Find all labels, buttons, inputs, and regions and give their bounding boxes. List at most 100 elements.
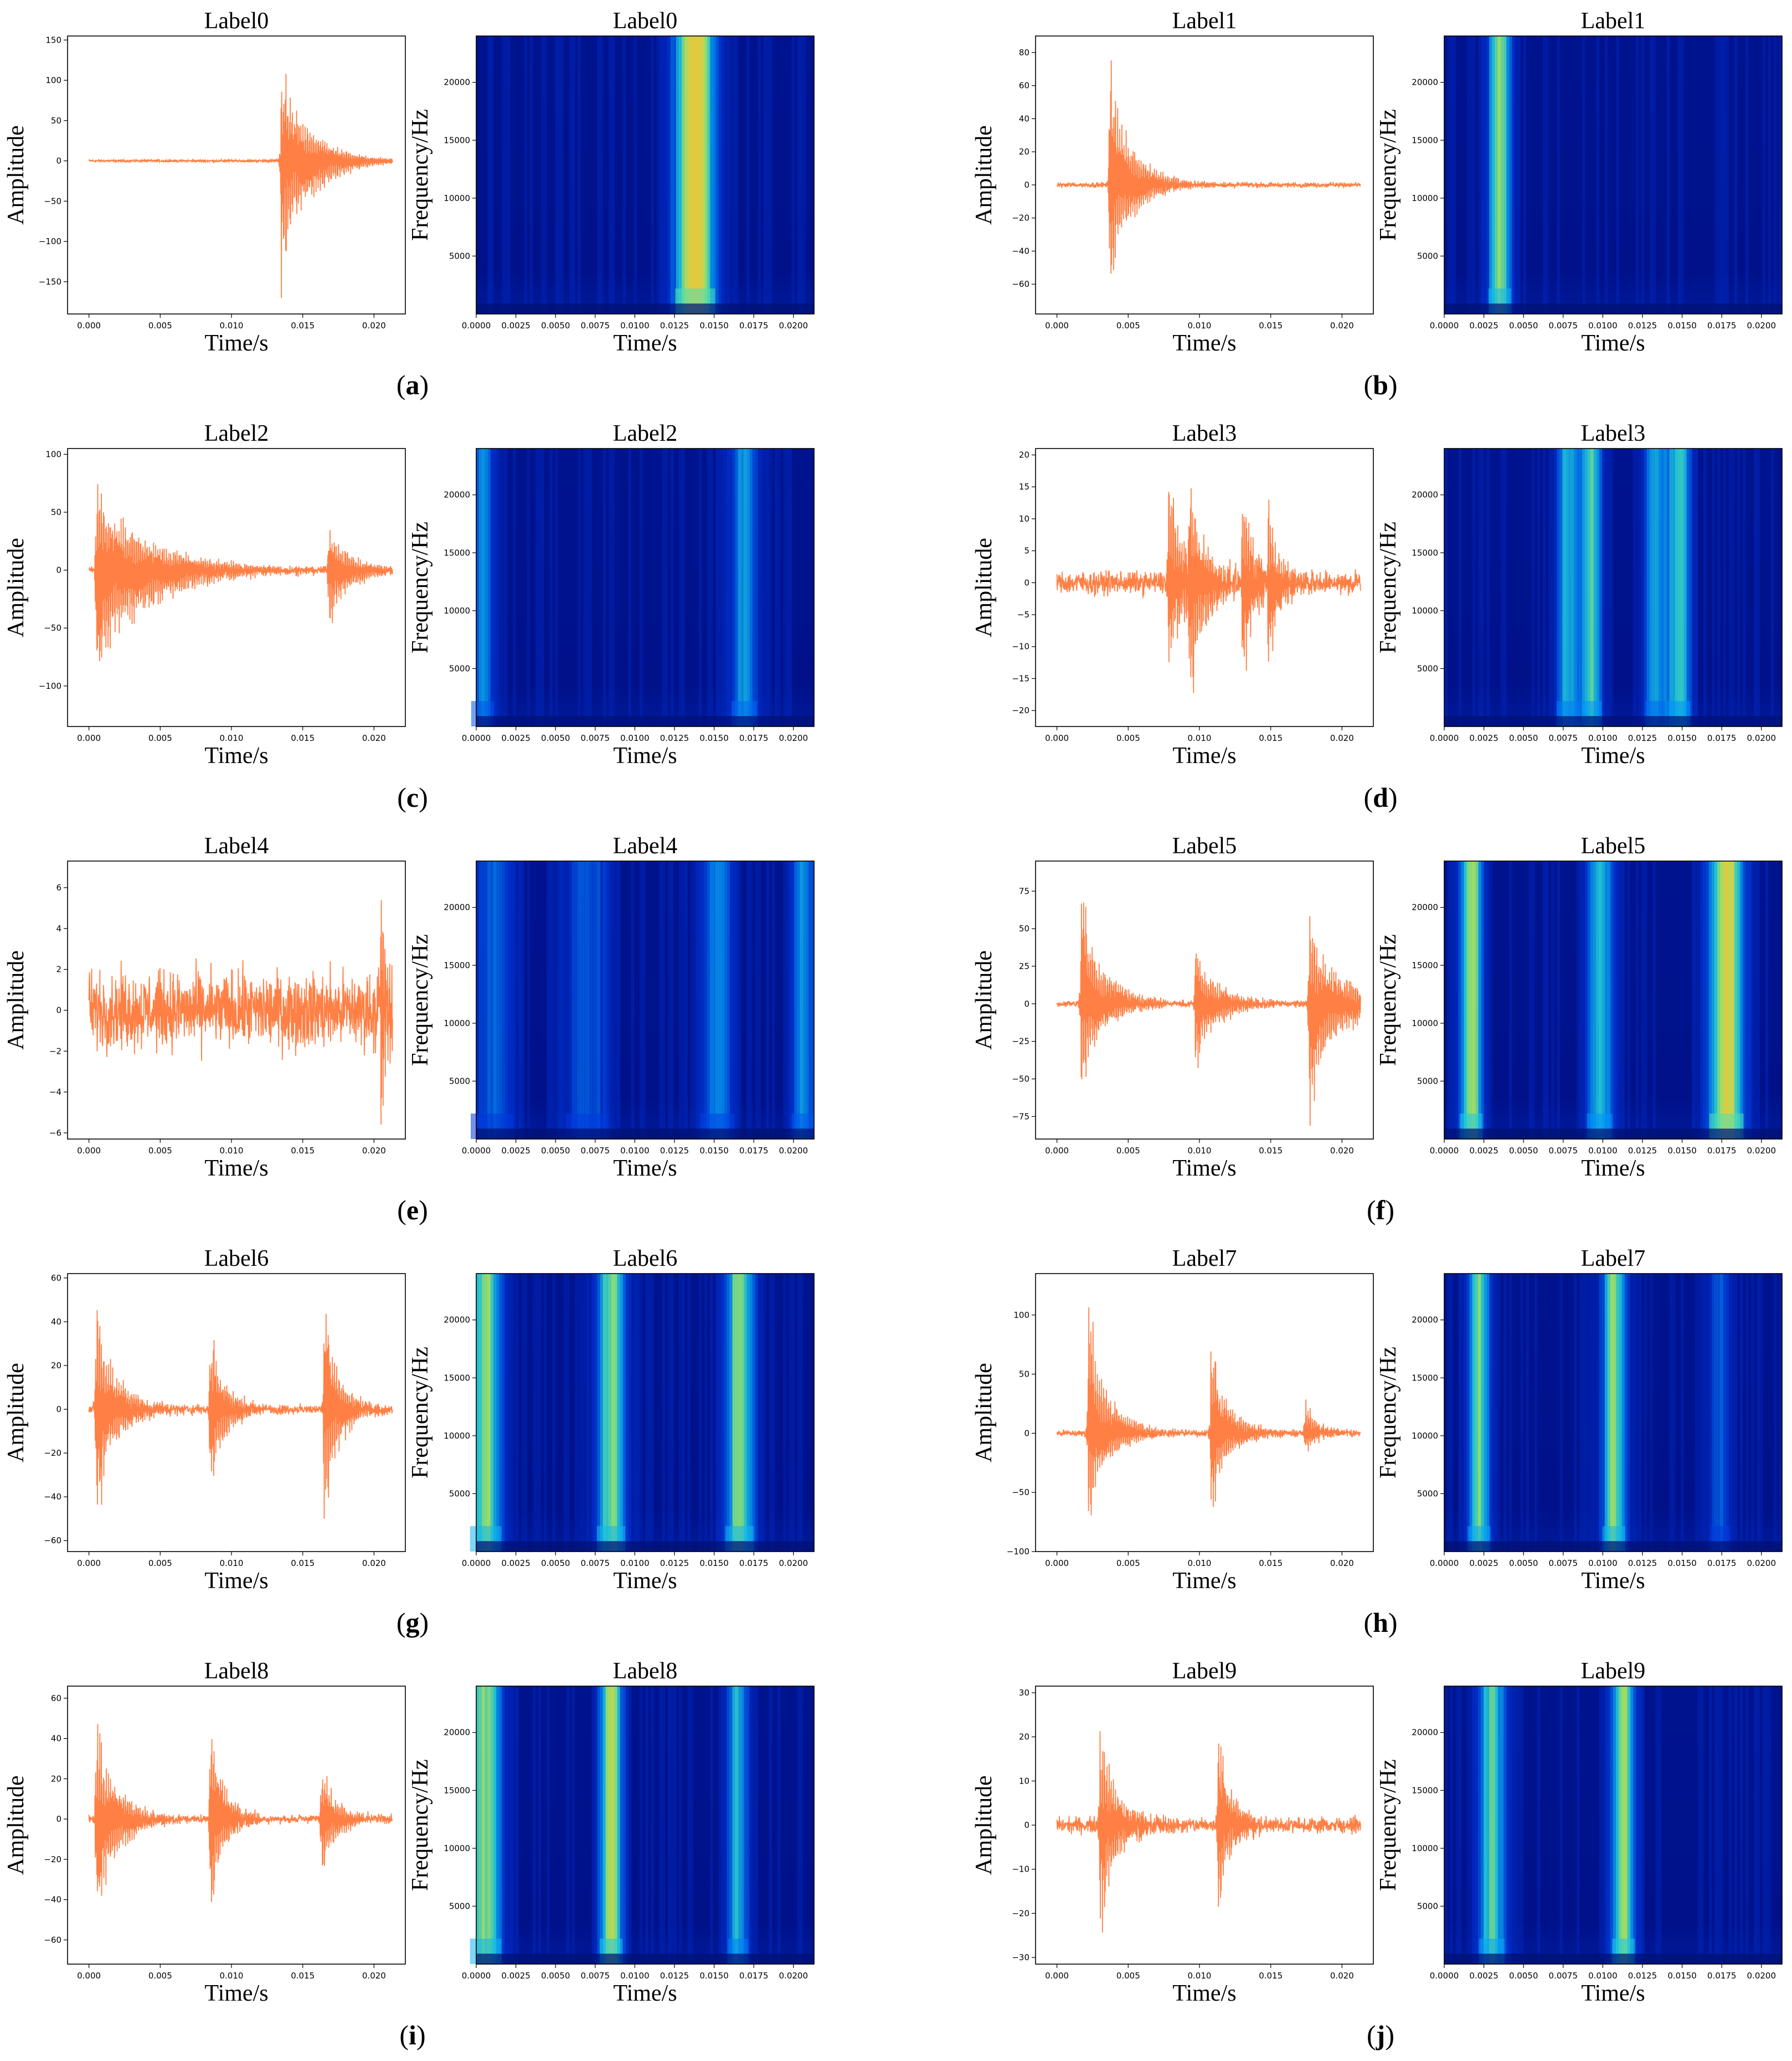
x-tick-label: 0.0000 (462, 1558, 491, 1568)
spectrogram-cell (693, 36, 697, 314)
spectrogram-cell (1708, 861, 1712, 1139)
y-tick-label: −50 (44, 623, 61, 633)
y-tick-label: 20 (1019, 450, 1029, 460)
y-tick-label: 0 (1024, 578, 1029, 588)
spectrogram-cell (1593, 449, 1597, 726)
spectrogram-low-band (1444, 716, 1782, 726)
spectrogram-cell (1720, 1274, 1723, 1552)
spectrogram-cell (1751, 1274, 1754, 1552)
y-tick-label: 60 (51, 1693, 61, 1703)
spectrogram-cell (1619, 1274, 1622, 1552)
spectrogram-cell (1641, 449, 1645, 726)
spectrogram-cell (1551, 449, 1554, 726)
x-tick-label: 0.0150 (1667, 321, 1697, 331)
spectrogram-cell (721, 1686, 724, 1964)
waveform-frame (1035, 448, 1374, 727)
waveform-plot-b: 0.000 0.005 0.010 0.015 0.020 −60 −40 −20 0 20 40 6… (971, 8, 1374, 356)
spectrogram-cell (566, 1274, 570, 1552)
spectrogram-cell (1579, 861, 1583, 1139)
y-tick-label: 80 (1019, 48, 1029, 58)
spectrogram-cell (701, 36, 705, 314)
spectrogram-cell (571, 861, 575, 1139)
y-tick-label: 20000 (1412, 490, 1438, 500)
spectrogram-cell (603, 861, 606, 1139)
spectrogram-cell (1497, 36, 1501, 314)
x-tick-label: 0.010 (1188, 1558, 1212, 1568)
spectrogram-cell (1762, 1686, 1766, 1964)
x-tick-label: 0.020 (362, 1558, 386, 1568)
spectrogram-cell (566, 1686, 570, 1964)
spectrogram-title: Label1 (1581, 8, 1646, 34)
spectrogram-cell (707, 449, 710, 726)
spectrogram-cell (704, 861, 708, 1139)
x-tick-label: 0.0125 (1628, 1146, 1657, 1156)
spectrogram-cell (1720, 1686, 1723, 1964)
x-tick-label: 0.0175 (739, 1146, 769, 1156)
spectrogram-cell (670, 1686, 674, 1964)
waveform-y-axis-label: Amplitude (3, 950, 29, 1050)
spectrogram-cell (552, 1274, 555, 1552)
spectrogram-cell (586, 449, 589, 726)
spectrogram-cell (1644, 449, 1647, 726)
spectrogram-cell (673, 36, 677, 314)
spectrogram-cell (1697, 861, 1701, 1139)
x-tick-label: 0.0125 (660, 1146, 689, 1156)
y-tick-label: −10 (1012, 642, 1029, 652)
spectrogram-cell (1661, 449, 1665, 726)
spectrogram-cell (490, 1686, 494, 1964)
spectrogram-cell (682, 1274, 685, 1552)
spectrogram-cell (1466, 1274, 1470, 1552)
x-tick-label: 0.0175 (1707, 1558, 1737, 1568)
subfigure-caption: (i) (399, 2019, 425, 2050)
y-tick-label: 100 (45, 449, 61, 459)
spectrogram-cell (1624, 1686, 1628, 1964)
spectrogram-cell (507, 1686, 511, 1964)
plot-area (1036, 1274, 1373, 1552)
spectrogram-cell (738, 861, 741, 1139)
spectrogram-title: Label8 (613, 1658, 678, 1684)
spectrogram-cell (558, 861, 562, 1139)
spectrogram-cell (746, 861, 750, 1139)
spectrogram-cell (735, 1686, 739, 1964)
spectrogram-cell (501, 1686, 505, 1964)
spectrogram-cell (482, 449, 485, 726)
spectrogram-plot-a: 0.0000 0.0025 0.0050 0.0075 0.0100 0.0125 0.01… (408, 8, 815, 356)
waveform-series-line (1056, 1731, 1361, 1933)
y-tick-label: 10000 (444, 193, 470, 203)
spectrogram-cell (1726, 861, 1729, 1139)
spectrogram-cell (1573, 1274, 1577, 1552)
x-tick-label: 0.0025 (501, 1558, 531, 1568)
y-tick-label: −40 (44, 1492, 61, 1502)
spectrogram-title: Label0 (613, 8, 678, 34)
spectrogram-cell (532, 1274, 536, 1552)
spectrogram-cell (1481, 1686, 1484, 1964)
spectrogram-cell (1461, 861, 1465, 1139)
x-tick-label: 0.0200 (1747, 1971, 1776, 1981)
spectrogram-frame (476, 1686, 815, 1965)
spectrogram-cell (513, 1686, 516, 1964)
y-tick-label: 15000 (1412, 135, 1438, 145)
spectrogram-cell (679, 36, 682, 314)
spectrogram-y-axis-label: Frequency/Hz (1376, 1759, 1401, 1891)
spectrogram-cell (713, 36, 716, 314)
spectrogram-cell (752, 449, 755, 726)
x-tick-label: 0.0200 (779, 1971, 809, 1981)
spectrogram-cell (1590, 1274, 1594, 1552)
x-tick-label: 0.0100 (1588, 1558, 1618, 1568)
spectrogram-cell (563, 861, 567, 1139)
spectrogram-cell (521, 861, 524, 1139)
waveform-title: Label5 (1172, 833, 1237, 859)
spectrogram-cell (791, 861, 795, 1139)
spectrogram-cell (1537, 1686, 1541, 1964)
waveform-x-axis-label: Time/s (1172, 1568, 1236, 1594)
waveform-series-line (1056, 488, 1361, 693)
spectrogram-cell (1692, 861, 1695, 1139)
spectrogram-cell (758, 861, 761, 1139)
spectrogram-background (476, 36, 814, 314)
y-tick-label: 50 (51, 507, 61, 517)
spectrogram-cell (504, 1686, 508, 1964)
x-tick-label: 0.0050 (1509, 1146, 1538, 1156)
spectrogram-cell (1621, 1686, 1625, 1964)
spectrogram-cell (1557, 861, 1560, 1139)
y-tick-label: 15000 (1412, 1373, 1438, 1383)
